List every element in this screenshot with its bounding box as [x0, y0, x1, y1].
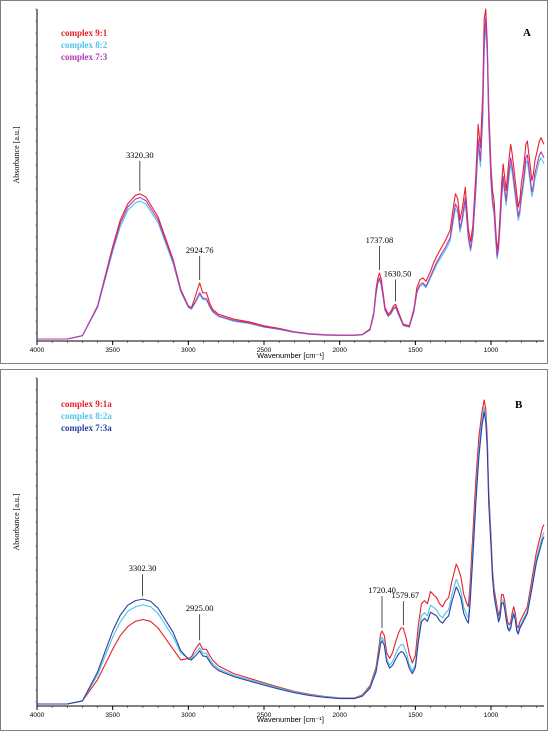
panel-a: 4000 3500 3000 2500 2000 1500 1000 Wavenumber [… [0, 0, 548, 364]
x-axis-label: Wavenumber [cm⁻¹] [257, 715, 324, 724]
peak-label: 1579.67 [391, 590, 419, 600]
peak-label: 2924.76 [186, 245, 214, 255]
x-tick-label: 1500 [408, 712, 423, 719]
peak-label: 3320.30 [126, 150, 154, 160]
x-tick-label: 4000 [30, 347, 45, 354]
x-tick-label: 4000 [30, 712, 45, 719]
peak-label: 1737.08 [366, 235, 394, 245]
x-tick-label: 3500 [105, 347, 120, 354]
x-tick-label: 2000 [332, 347, 347, 354]
x-tick-label: 2500 [257, 712, 272, 719]
legend-entry-3: complex 7:3 [61, 52, 108, 62]
legend-entry-2: complex 8:2a [61, 411, 112, 421]
legend-entry-1: complex 9:1 [61, 28, 108, 38]
chart-a-svg: 4000 3500 3000 2500 2000 1500 1000 Wavenumber [… [12, 8, 545, 360]
x-tick-label: 3000 [181, 712, 196, 719]
peak-label: 3302.30 [129, 563, 157, 573]
series-line-1 [37, 399, 545, 705]
panel-b: 4000 3500 3000 2500 2000 1500 1000 Wavenumber [… [0, 369, 548, 731]
chart-b-svg: 4000 3500 3000 2500 2000 1500 1000 Wavenumber [… [12, 377, 545, 724]
x-tick-label: 1500 [408, 347, 423, 354]
series-line-3 [37, 411, 545, 705]
panel-label: A [523, 27, 531, 39]
peak-label: 1720.40 [368, 585, 396, 595]
legend-entry-3: complex 7:3a [61, 423, 112, 433]
peak-label: 2925.00 [186, 603, 214, 613]
x-tick-label: 2000 [332, 712, 347, 719]
x-tick-label: 3500 [105, 712, 120, 719]
x-tick-label: 1000 [484, 347, 499, 354]
y-axis-label: Absorbance [a.u.] [12, 493, 21, 550]
panel-label: B [515, 399, 523, 411]
series-line-1 [37, 8, 545, 340]
series-line-3 [37, 16, 545, 340]
x-axis-label: Wavenumber [cm⁻¹] [257, 351, 324, 360]
peak-label: 1630.50 [384, 268, 412, 278]
series-line-2 [37, 407, 545, 705]
y-axis-label: Absorbance [a.u.] [12, 126, 21, 183]
series-line-2 [37, 24, 545, 340]
x-tick-label: 3000 [181, 347, 196, 354]
x-tick-label: 2500 [257, 347, 272, 354]
x-tick-label: 1000 [484, 712, 499, 719]
legend-entry-2: complex 8:2 [61, 40, 108, 50]
legend-entry-1: complex 9:1a [61, 399, 112, 409]
